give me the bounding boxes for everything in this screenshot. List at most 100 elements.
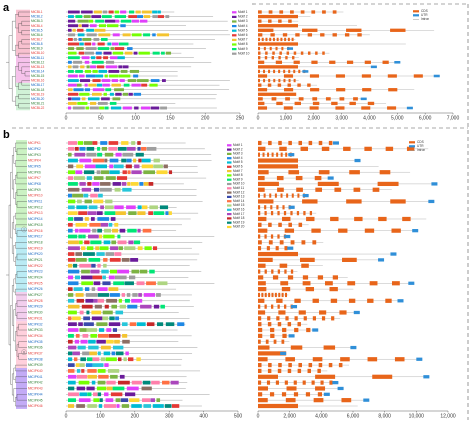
motif-block — [75, 170, 83, 175]
motif-block — [104, 363, 109, 367]
motif-block — [93, 392, 98, 397]
motif-block — [68, 199, 76, 204]
cds-block — [264, 234, 267, 239]
motif-block — [97, 101, 108, 105]
motif-block — [78, 234, 83, 239]
motif-block — [122, 322, 128, 327]
cds-block — [302, 380, 306, 385]
motif-block — [118, 298, 122, 303]
cds-block — [364, 60, 371, 64]
cds-block — [258, 46, 261, 51]
structure-legend-label: Intron — [417, 148, 425, 152]
motif-swatch — [232, 48, 237, 51]
structure-swatch — [413, 14, 419, 17]
cds-block — [284, 246, 288, 251]
clade-shade — [16, 55, 30, 83]
motif-block — [146, 146, 157, 151]
cds-block — [258, 199, 274, 204]
axis-tick-label: 0 — [65, 116, 68, 122]
cds-block — [312, 357, 323, 362]
motif-block — [77, 19, 89, 23]
axis-tick-label: 4,000 — [363, 116, 376, 122]
cds-block — [353, 187, 361, 192]
cds-block — [288, 69, 291, 74]
cds-block — [387, 74, 397, 78]
utr-block — [378, 258, 385, 262]
cds-block — [258, 33, 263, 37]
gene-label: MtCIPK38 — [28, 357, 43, 361]
cds-block — [279, 263, 288, 268]
motif-block — [68, 281, 79, 286]
motif-block — [124, 298, 130, 303]
cds-block — [258, 298, 265, 303]
motif-block — [128, 211, 137, 216]
cds-block — [276, 101, 283, 106]
cds-block — [258, 14, 298, 19]
cds-block — [285, 398, 296, 403]
motif-block — [92, 92, 102, 96]
motif-block — [141, 146, 147, 151]
motif-block — [85, 47, 97, 51]
motif-block — [98, 33, 111, 37]
cds-block — [269, 37, 272, 42]
motif-block — [95, 19, 105, 23]
motif-block — [96, 65, 105, 69]
structure-legend-label: Intron — [421, 17, 429, 21]
cds-block — [283, 78, 286, 83]
cds-block — [286, 193, 289, 198]
cds-block — [357, 33, 362, 37]
cds-block — [277, 269, 281, 274]
motif-block — [122, 339, 130, 344]
motif-block — [96, 83, 103, 87]
cds-block — [272, 51, 275, 55]
cds-block — [362, 88, 372, 92]
motif-block — [142, 205, 148, 210]
axis-tick-label: 200 — [201, 116, 210, 122]
cds-block — [258, 386, 268, 391]
motif-block — [68, 19, 76, 23]
motif-block — [68, 322, 77, 327]
cds-block — [258, 368, 262, 374]
motif-block — [110, 246, 119, 251]
motif-block — [108, 275, 115, 280]
motif-block — [68, 222, 73, 227]
motif-block — [103, 351, 111, 356]
motif-block — [102, 310, 113, 315]
cds-block — [273, 69, 276, 74]
cds-block — [323, 345, 336, 350]
cds-block — [290, 10, 294, 14]
cds-block — [258, 175, 265, 181]
motif-block — [68, 69, 74, 73]
cds-block — [282, 205, 285, 210]
utr-block — [390, 252, 397, 256]
motif-block — [91, 380, 96, 385]
gene-label: MtCBL4 — [31, 24, 43, 28]
cds-block — [311, 10, 316, 14]
motif-block — [125, 351, 129, 356]
motif-block — [79, 158, 92, 163]
motif-block — [88, 234, 99, 239]
cds-block — [264, 304, 267, 309]
motif-block — [103, 92, 107, 96]
motif-block — [102, 275, 106, 280]
cds-block — [258, 281, 266, 286]
motif-block — [68, 316, 72, 321]
motif-swatch — [227, 225, 232, 229]
motif-block — [77, 33, 85, 37]
motif-block — [111, 351, 116, 356]
axis-tick-label: 6,000 — [347, 414, 360, 420]
motif-block — [90, 240, 102, 245]
motif-block — [85, 298, 94, 303]
motif-block — [128, 275, 136, 280]
motif-block — [98, 404, 103, 408]
motif-block — [83, 316, 90, 321]
cds-block — [329, 60, 336, 64]
motif-block — [96, 56, 102, 60]
motif-block — [121, 141, 129, 145]
gene-label: MtCBL6 — [31, 33, 43, 37]
motif-block — [87, 374, 97, 379]
motif-block — [86, 246, 94, 251]
motif-block — [106, 386, 113, 391]
cds-block — [258, 234, 261, 239]
